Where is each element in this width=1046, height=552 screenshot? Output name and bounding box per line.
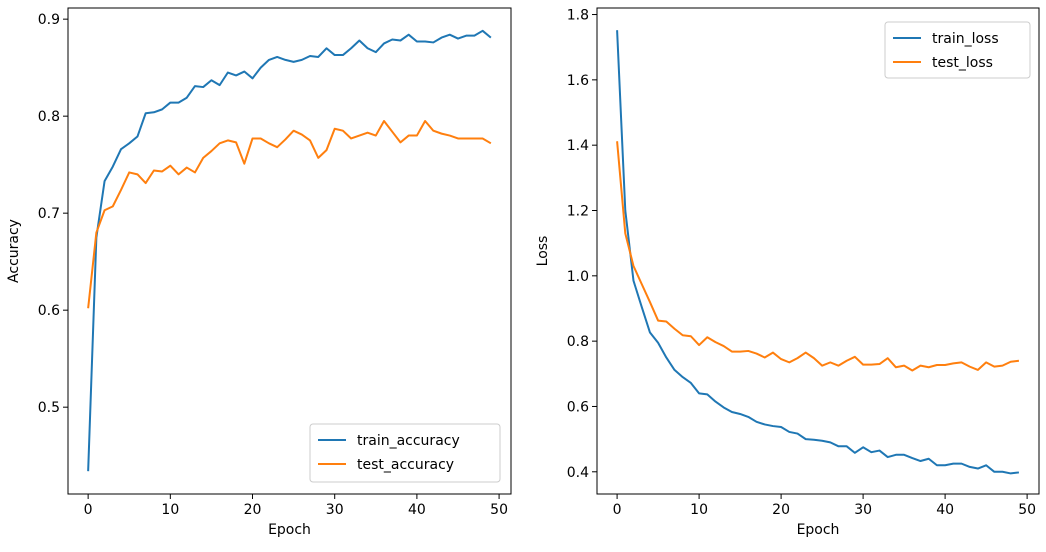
loss-xtick-label: 0: [613, 502, 622, 518]
loss-xtick-label: 20: [772, 502, 790, 518]
accuracy-axes-frame: [67, 7, 512, 495]
accuracy-xtick-label: 0: [84, 502, 93, 518]
loss-ytick-label: 0.4: [567, 465, 589, 481]
loss-xtick-label: 10: [690, 502, 708, 518]
loss-legend-box: [884, 21, 1031, 79]
loss-axes-frame: [596, 7, 1040, 495]
loss-legend-label-test_loss: test_loss: [932, 55, 993, 71]
loss-ytick-label: 1.6: [567, 73, 589, 89]
accuracy-ytick-label: 0.9: [38, 12, 60, 28]
accuracy-xtick-label: 10: [161, 502, 179, 518]
loss-chart: 0 10 20 30 40 50 0.4 0.6 0.8 1.0 1.2 1.4 1.6 1.8 Epoch…: [535, 7, 1040, 538]
accuracy-series-test_accuracy: [87, 120, 492, 309]
loss-ytick-label: 1.0: [567, 269, 589, 285]
accuracy-xaxis-label: Epoch: [268, 522, 311, 538]
loss-xtick-label: 40: [936, 502, 954, 518]
accuracy-xtick-label: 50: [490, 502, 508, 518]
accuracy-legend-label-train_accuracy: train_accuracy: [357, 433, 460, 449]
loss-ytick-label: 0.6: [567, 399, 589, 415]
accuracy-legend-box: [309, 423, 501, 483]
loss-xtick-label: 50: [1018, 502, 1036, 518]
loss-ytick-label: 0.8: [567, 334, 589, 350]
loss-xaxis-label: Epoch: [797, 522, 840, 538]
loss-legend-label-train_loss: train_loss: [932, 31, 999, 47]
accuracy-legend: train_accuracy test_accuracy: [309, 423, 501, 483]
loss-xtick-label: 30: [854, 502, 872, 518]
accuracy-xtick-label: 30: [326, 502, 344, 518]
accuracy-series-train_accuracy: [87, 29, 492, 472]
accuracy-xtick-label: 20: [244, 502, 262, 518]
loss-series-test_loss: [616, 141, 1020, 372]
loss-ytick-label: 1.8: [567, 8, 589, 24]
loss-ytick-label: 1.2: [567, 204, 589, 220]
accuracy-yaxis-label: Accuracy: [6, 219, 22, 283]
loss-ytick-label: 1.4: [567, 138, 589, 154]
accuracy-ytick-label: 0.6: [38, 303, 60, 319]
loss-yaxis-label: Loss: [535, 236, 551, 267]
accuracy-ytick-label: 0.8: [38, 109, 60, 125]
accuracy-ytick-label: 0.5: [38, 400, 60, 416]
loss-series-train_loss: [616, 30, 1020, 475]
loss-legend: train_loss test_loss: [884, 21, 1031, 79]
accuracy-legend-label-test_accuracy: test_accuracy: [357, 457, 454, 473]
accuracy-ytick-label: 0.7: [38, 206, 60, 222]
accuracy-chart: 0 10 20 30 40 50 0.5 0.6 0.7 0.8 0.9 Epoch Accuracy t…: [6, 7, 512, 538]
accuracy-xtick-label: 40: [408, 502, 426, 518]
